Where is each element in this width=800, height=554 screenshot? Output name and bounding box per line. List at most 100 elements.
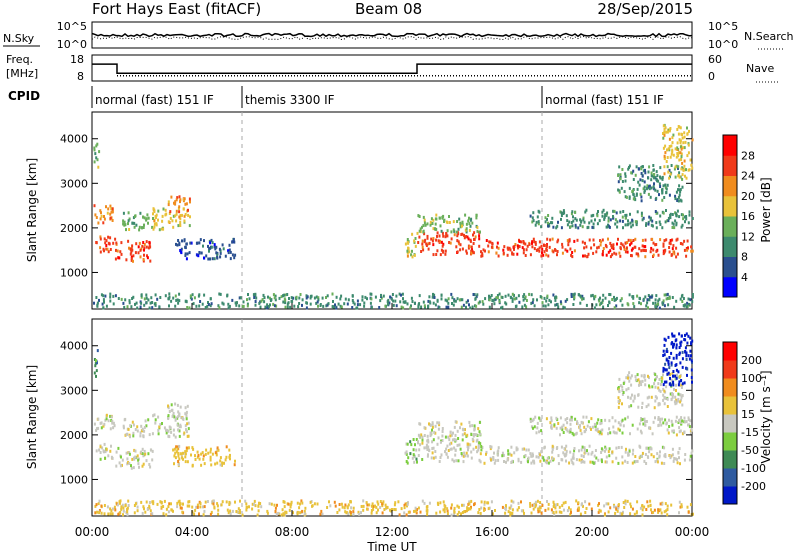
velocity-cell <box>217 448 220 452</box>
power-cell <box>590 294 593 298</box>
power-cell <box>574 223 577 227</box>
velocity-cell <box>203 505 206 509</box>
velocity-cell <box>516 447 519 451</box>
power-cell <box>351 294 354 298</box>
time-axis: 00:00 04:00 08:00 12:00 16:00 20:00 00:00 <box>75 303 709 539</box>
power-cell <box>419 230 422 234</box>
power-cell <box>604 296 607 300</box>
power-cell <box>534 241 537 244</box>
power-cell <box>682 168 685 172</box>
velocity-cell <box>114 508 117 512</box>
power-cell <box>347 298 350 302</box>
velocity-cell <box>569 418 572 422</box>
power-cell <box>649 216 652 220</box>
power-cell <box>689 158 692 162</box>
power-cell <box>618 251 621 255</box>
velocity-cell <box>179 502 182 506</box>
velocity-cell <box>654 460 657 464</box>
colorbar-tick-label: 15 <box>741 408 755 421</box>
power-cell <box>219 292 222 296</box>
power-cell <box>263 300 266 304</box>
velocity-cell <box>688 357 691 361</box>
velocity-cell <box>162 505 165 508</box>
power-cell <box>466 235 469 239</box>
velocity-cell <box>646 455 649 459</box>
velocity-cell <box>685 332 688 336</box>
velocity-cell <box>672 356 675 360</box>
velocity-cell <box>113 424 116 428</box>
power-cell <box>177 207 180 210</box>
power-cell <box>498 292 501 296</box>
power-cell <box>668 296 670 300</box>
power-cell <box>665 130 668 134</box>
power-cell <box>184 246 187 250</box>
velocity-cell <box>671 447 674 451</box>
power-cell <box>468 216 470 220</box>
velocity-cell <box>109 449 112 453</box>
power-cell <box>680 225 683 229</box>
velocity-cell <box>550 425 553 429</box>
velocity-cell <box>419 443 422 447</box>
power-cell <box>673 252 676 256</box>
power-cell <box>651 224 654 228</box>
velocity-cell <box>244 499 247 503</box>
velocity-cell <box>549 459 552 463</box>
power-cell <box>426 234 429 238</box>
power-cell <box>189 241 192 245</box>
velocity-cell <box>110 415 113 419</box>
noise-left-label: N.Sky <box>3 32 35 45</box>
power-cell <box>406 238 409 241</box>
power-cell <box>482 302 485 306</box>
velocity-cell <box>466 433 469 437</box>
velocity-cell <box>612 425 615 429</box>
velocity-cell <box>582 415 585 419</box>
power-cell <box>439 253 442 257</box>
velocity-cell <box>684 350 687 353</box>
velocity-cell <box>465 451 468 455</box>
power-cell <box>657 179 660 183</box>
beam-label: Beam 08 <box>355 0 422 18</box>
power-cell <box>134 214 136 218</box>
velocity-cell <box>423 446 426 450</box>
power-cell <box>655 243 658 246</box>
power-cell <box>653 187 656 191</box>
velocity-cell <box>660 511 663 515</box>
power-cell <box>468 222 471 226</box>
power-cell <box>93 160 96 164</box>
velocity-cell <box>453 506 456 510</box>
power-cell <box>165 212 168 216</box>
power-cell <box>617 237 619 241</box>
velocity-cell <box>681 432 684 436</box>
velocity-cell <box>446 444 449 448</box>
power-cell <box>609 241 612 245</box>
velocity-cell <box>118 500 121 504</box>
power-cell <box>614 222 617 226</box>
velocity-cell <box>490 500 493 504</box>
velocity-cell <box>615 456 618 460</box>
colorbar-swatch <box>723 236 737 257</box>
velocity-cell <box>546 459 549 463</box>
power-cell <box>637 180 640 184</box>
power-cell <box>515 296 518 300</box>
velocity-cell <box>227 511 230 515</box>
power-cell <box>593 295 596 299</box>
power-cell <box>445 232 448 235</box>
velocity-cell <box>421 438 424 442</box>
power-cell <box>218 292 221 296</box>
power-cell <box>149 259 152 263</box>
velocity-cell <box>447 435 450 439</box>
velocity-cell <box>143 425 146 429</box>
power-cell <box>421 245 424 249</box>
velocity-cell <box>535 431 538 435</box>
velocity-cell <box>96 349 99 353</box>
power-cell <box>635 223 638 227</box>
power-cell <box>99 250 102 254</box>
power-cell <box>353 302 356 306</box>
power-cell <box>669 214 672 217</box>
power-cell <box>540 254 543 258</box>
velocity-cell <box>608 454 611 458</box>
power-cell <box>122 219 125 223</box>
velocity-cell <box>553 423 556 427</box>
velocity-cell <box>485 450 488 454</box>
velocity-cell <box>404 451 407 455</box>
